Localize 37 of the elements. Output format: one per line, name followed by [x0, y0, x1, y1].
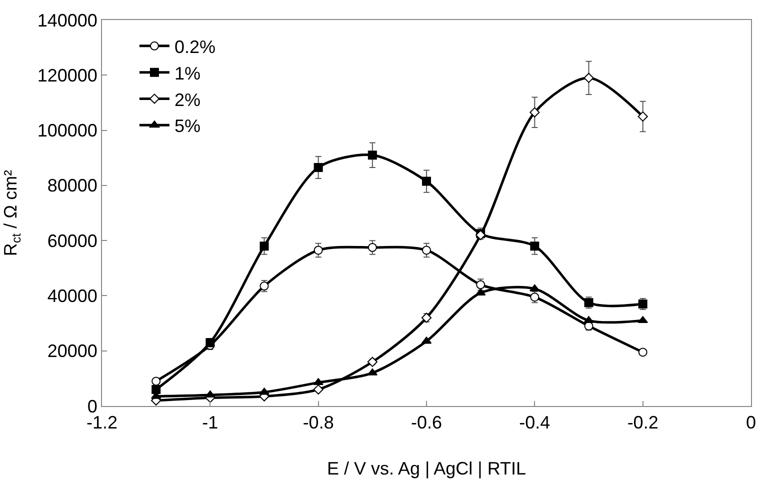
x-axis-title: E / V vs. Ag | AgCl | RTIL — [326, 458, 526, 479]
point — [530, 107, 540, 118]
x-tick-label: -0.4 — [519, 412, 550, 433]
point — [314, 246, 323, 255]
x-tick-label: -0.8 — [302, 412, 334, 433]
point — [584, 316, 594, 324]
point — [422, 176, 431, 186]
y-tick-label: 140000 — [37, 10, 98, 30]
point — [259, 388, 270, 395]
y-tick-label: 40000 — [47, 286, 98, 306]
point — [638, 111, 648, 122]
y-tick-label: 120000 — [37, 65, 98, 86]
legend-label: 5% — [174, 116, 200, 136]
x-tick-label: -0.2 — [627, 412, 658, 433]
x-tick-label: 0 — [746, 412, 756, 433]
y-tick-label: 80000 — [47, 176, 98, 196]
point — [205, 390, 216, 398]
point — [368, 242, 377, 252]
y-tick-label: 100000 — [37, 120, 98, 141]
legend-label: 0.2% — [174, 36, 216, 57]
point — [530, 284, 540, 292]
point — [638, 316, 648, 324]
y-tick-label: 60000 — [47, 230, 98, 251]
point — [368, 150, 377, 160]
point — [584, 72, 594, 83]
y-tick-label: 20000 — [47, 341, 98, 362]
legend-label: 1% — [174, 63, 200, 84]
point — [314, 163, 323, 172]
x-tick-label: -1 — [202, 412, 218, 433]
x-tick-label: -0.6 — [410, 412, 442, 433]
point — [260, 242, 269, 251]
point — [313, 384, 324, 395]
point — [313, 378, 324, 386]
point — [422, 246, 431, 255]
legend-label: 2% — [174, 90, 200, 110]
point — [638, 348, 648, 357]
point — [530, 242, 540, 251]
